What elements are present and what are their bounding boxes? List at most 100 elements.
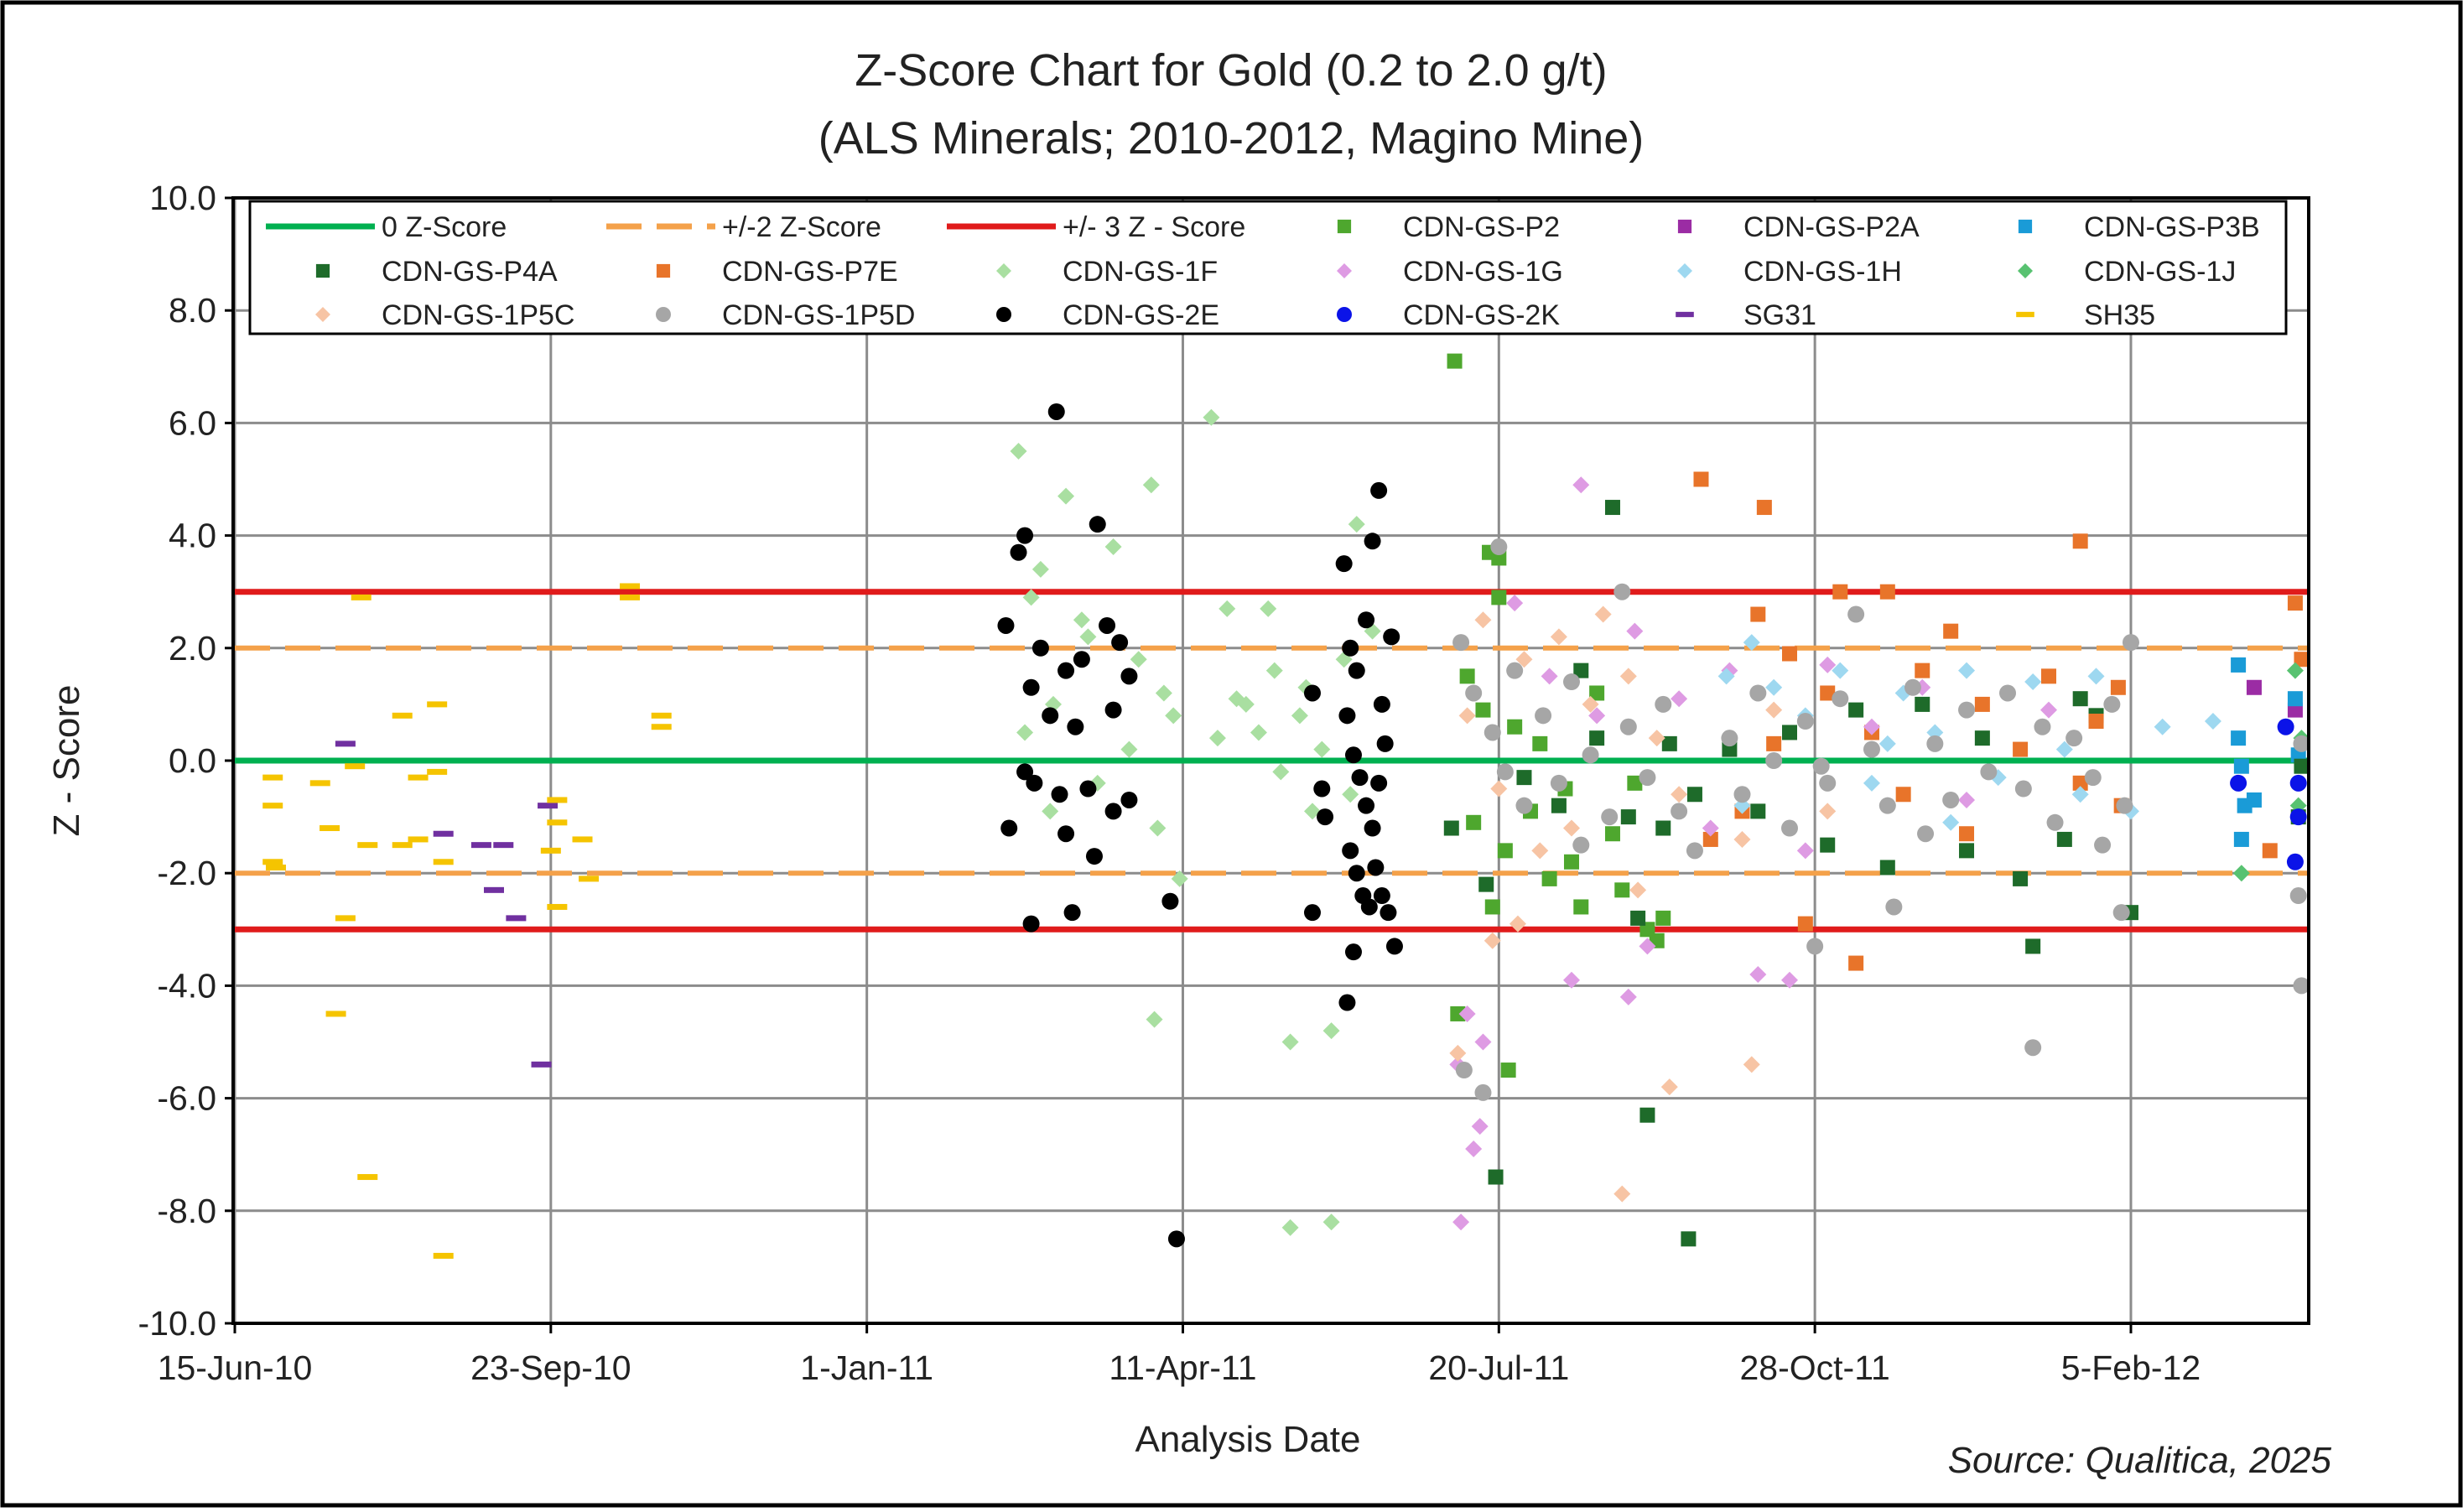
data-point-cdn-gs-2e bbox=[1016, 763, 1034, 781]
data-point-cdn-gs-1p5d bbox=[1515, 797, 1533, 814]
legend-item-cdn-gs-p2a: CDN-GS-P2A bbox=[1677, 211, 1920, 243]
data-point-cdn-gs-p4a bbox=[1750, 803, 1766, 819]
data-point-cdn-gs-1p5d bbox=[1721, 730, 1738, 747]
data-point-cdn-gs-p2 bbox=[1484, 899, 1500, 915]
data-point-cdn-gs-1p5c bbox=[1629, 881, 1647, 899]
y-tick-label: -8.0 bbox=[157, 1192, 216, 1230]
legend-item-cdn-gs-2k: CDN-GS-2K bbox=[1337, 299, 1560, 331]
data-point-cdn-gs-1p5c bbox=[1594, 605, 1612, 623]
data-point-cdn-gs-2e bbox=[1051, 786, 1068, 803]
data-point-cdn-gs-1g bbox=[1626, 622, 1644, 640]
data-point-cdn-gs-2e bbox=[1364, 533, 1381, 550]
data-point-cdn-gs-p4a bbox=[2013, 870, 2029, 886]
data-point-cdn-gs-1p5d bbox=[1878, 797, 1896, 814]
data-point-cdn-gs-2e bbox=[1120, 791, 1138, 808]
data-point-cdn-gs-2e bbox=[1313, 780, 1331, 798]
data-point-cdn-gs-1g bbox=[1541, 668, 1558, 685]
legend-swatch bbox=[996, 263, 1011, 278]
data-point-cdn-gs-1p5c bbox=[1619, 668, 1637, 685]
data-point-sh35 bbox=[351, 594, 372, 600]
data-point-cdn-gs-1h bbox=[2071, 786, 2089, 803]
data-point-cdn-gs-p2 bbox=[1541, 870, 1557, 886]
data-point-cdn-gs-p3b bbox=[2231, 657, 2247, 673]
data-point-cdn-gs-1f bbox=[1057, 487, 1075, 505]
data-point-cdn-gs-1p5d bbox=[2014, 780, 2032, 798]
data-point-cdn-gs-2e bbox=[1120, 668, 1138, 685]
data-point-cdn-gs-1f bbox=[1130, 651, 1147, 668]
data-point-cdn-gs-1p5d bbox=[2046, 813, 2064, 831]
data-point-sh35 bbox=[433, 859, 454, 865]
data-point-cdn-gs-2e bbox=[1026, 774, 1043, 792]
data-point-cdn-gs-1p5d bbox=[1832, 690, 1849, 708]
data-point-sh35 bbox=[620, 583, 641, 590]
data-point-cdn-gs-p3b bbox=[2246, 792, 2262, 808]
legend-swatch bbox=[656, 263, 671, 278]
data-point-cdn-gs-1h bbox=[1832, 662, 1849, 679]
data-point-cdn-gs-1h bbox=[2204, 713, 2221, 730]
data-point-cdn-gs-2e bbox=[1085, 848, 1103, 865]
legend-swatch bbox=[315, 263, 330, 278]
data-point-cdn-gs-p7e bbox=[1693, 471, 1709, 487]
x-tick-label: 1-Jan-11 bbox=[800, 1348, 933, 1387]
data-point-cdn-gs-p7e bbox=[1879, 584, 1895, 600]
data-point-cdn-gs-p7e bbox=[1766, 735, 1782, 751]
data-point-cdn-gs-p4a bbox=[2072, 691, 2088, 707]
legend-swatch bbox=[2018, 263, 2033, 278]
data-point-sh35 bbox=[547, 903, 568, 910]
data-point-cdn-gs-p4a bbox=[1630, 910, 1646, 926]
legend-swatch bbox=[2016, 311, 2034, 318]
legend-swatch bbox=[656, 307, 671, 322]
y-tick-label: -6.0 bbox=[157, 1079, 216, 1118]
data-point-cdn-gs-2e bbox=[1104, 803, 1122, 820]
data-point-cdn-gs-1g bbox=[1506, 595, 1524, 612]
data-point-cdn-gs-1p5d bbox=[1885, 898, 1903, 916]
legend-item-sg31: SG31 bbox=[1676, 299, 1816, 331]
legend-label: CDN-GS-2K bbox=[1403, 299, 1560, 331]
data-point-cdn-gs-p3b bbox=[2233, 758, 2249, 774]
data-point-cdn-gs-2e bbox=[1370, 481, 1388, 499]
data-point-cdn-gs-p4a bbox=[1879, 860, 1895, 876]
data-point-cdn-gs-p7e bbox=[1832, 584, 1848, 600]
legend-item-cdn-gs-p3b: CDN-GS-P3B bbox=[2018, 211, 2260, 243]
data-point-cdn-gs-1p5c bbox=[1582, 695, 1599, 713]
data-point-sh35 bbox=[547, 797, 568, 803]
legend-swatch bbox=[1337, 219, 1352, 234]
data-point-cdn-gs-1p5d bbox=[1619, 718, 1637, 735]
data-point-cdn-gs-p2 bbox=[1589, 685, 1605, 701]
data-point-cdn-gs-1p5d bbox=[2065, 730, 2083, 747]
data-point-sh35 bbox=[579, 876, 600, 882]
y-tick-label: 8.0 bbox=[169, 291, 216, 330]
data-point-sh35 bbox=[262, 774, 283, 781]
data-point-cdn-gs-p4a bbox=[1782, 725, 1797, 740]
data-point-cdn-gs-2e bbox=[1099, 616, 1116, 634]
data-point-cdn-gs-1h bbox=[1863, 774, 1880, 792]
data-point-cdn-gs-1p5c bbox=[1484, 932, 1501, 949]
data-point-cdn-gs-1p5c bbox=[1449, 1044, 1467, 1062]
data-point-cdn-gs-2e bbox=[1104, 701, 1122, 719]
legend-item-3-z-score: +/- 3 Z - Score bbox=[947, 211, 1245, 243]
legend-item-cdn-gs-2e: CDN-GS-2E bbox=[996, 299, 1219, 331]
legend-label: CDN-GS-P7E bbox=[722, 256, 898, 288]
data-point-cdn-gs-1f bbox=[1313, 740, 1331, 758]
y-tick-label: -2.0 bbox=[157, 854, 216, 892]
data-point-cdn-gs-1f bbox=[1149, 819, 1167, 837]
data-point-cdn-gs-p2 bbox=[1655, 910, 1671, 926]
series-sh35 bbox=[262, 583, 672, 1259]
data-point-cdn-gs-2e bbox=[1342, 639, 1359, 657]
series-cdn-gs-2e bbox=[997, 403, 1403, 1248]
y-tick-label: 6.0 bbox=[169, 403, 216, 442]
data-point-cdn-gs-1p5d bbox=[2084, 769, 2102, 787]
data-point-cdn-gs-2e bbox=[1016, 527, 1034, 544]
data-point-cdn-gs-1g bbox=[1671, 690, 1688, 708]
data-point-cdn-gs-1f bbox=[1281, 1218, 1299, 1236]
data-point-cdn-gs-2e bbox=[1073, 651, 1090, 668]
data-point-cdn-gs-1p5d bbox=[1452, 634, 1470, 652]
data-point-cdn-gs-1g bbox=[1474, 1033, 1492, 1051]
y-tick-label: -4.0 bbox=[157, 966, 216, 1005]
data-point-cdn-gs-p7e bbox=[1750, 606, 1766, 622]
data-point-cdn-gs-2e bbox=[1338, 994, 1356, 1011]
data-point-cdn-gs-1g bbox=[1562, 971, 1580, 989]
series-cdn-gs-1p5c bbox=[1449, 605, 1837, 1203]
